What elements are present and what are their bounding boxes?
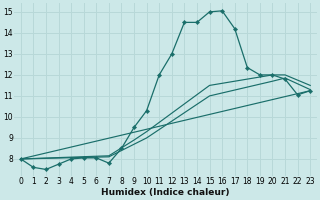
X-axis label: Humidex (Indice chaleur): Humidex (Indice chaleur) xyxy=(101,188,230,197)
